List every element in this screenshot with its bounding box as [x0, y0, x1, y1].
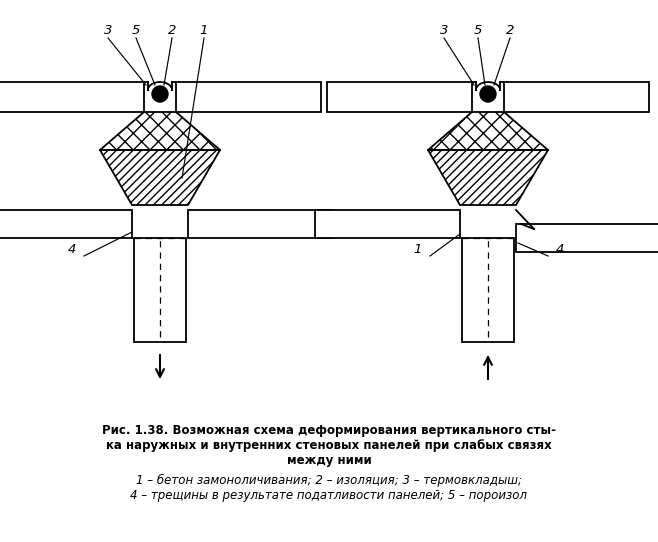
Text: Рис. 1.38. Возможная схема деформирования вертикального сты-
ка наружных и внутр: Рис. 1.38. Возможная схема деформировани… — [102, 424, 556, 467]
Text: 4: 4 — [68, 243, 76, 256]
Bar — [134, 238, 186, 342]
Polygon shape — [100, 112, 220, 150]
Polygon shape — [100, 150, 220, 205]
Circle shape — [480, 86, 496, 102]
Text: 1 – бетон замоноличивания; 2 – изоляция; 3 – термовкладыш;
4 – трещины в результ: 1 – бетон замоноличивания; 2 – изоляция;… — [130, 474, 528, 502]
Bar — [327, 82, 472, 112]
Text: 1: 1 — [200, 24, 208, 37]
Bar — [0, 82, 144, 112]
Text: 4: 4 — [556, 243, 564, 256]
Bar — [315, 210, 460, 238]
Text: 1: 1 — [414, 243, 422, 256]
Text: 3: 3 — [440, 24, 448, 37]
Bar — [176, 82, 321, 112]
Bar — [188, 210, 333, 238]
Text: 2: 2 — [506, 24, 514, 37]
Text: 3: 3 — [104, 24, 112, 37]
Text: 2: 2 — [168, 24, 176, 37]
Bar — [516, 224, 658, 252]
Polygon shape — [428, 150, 548, 205]
Polygon shape — [428, 112, 548, 150]
Text: 5: 5 — [474, 24, 482, 37]
Bar — [504, 82, 649, 112]
Bar — [0, 210, 132, 238]
Text: 5: 5 — [132, 24, 140, 37]
Circle shape — [152, 86, 168, 102]
Bar — [462, 238, 514, 342]
